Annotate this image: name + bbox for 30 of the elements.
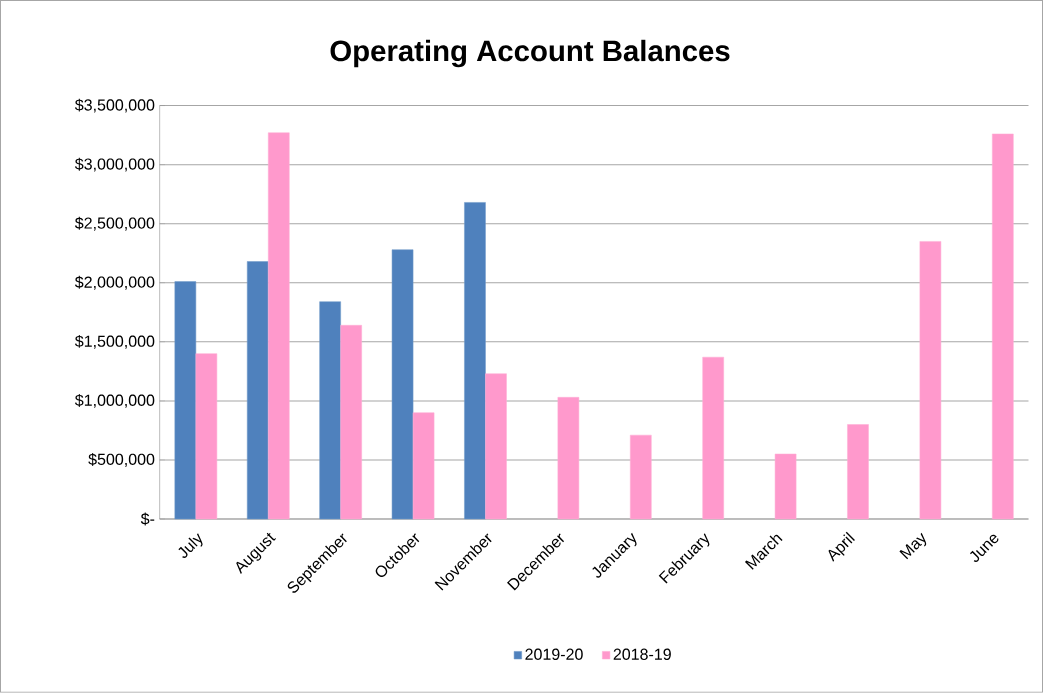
bar	[630, 435, 652, 520]
x-tick-label: July	[178, 533, 203, 559]
bar	[702, 357, 724, 520]
legend-label: 2018-19	[613, 648, 671, 661]
bar	[485, 373, 507, 520]
bar	[319, 301, 341, 520]
bar	[174, 281, 197, 520]
y-tick-label: $3,500,000	[74, 98, 155, 113]
bar	[992, 133, 1014, 520]
y-tick-label: $1,500,000	[74, 335, 155, 349]
bar	[246, 261, 269, 520]
y-tick-label: $-	[140, 512, 155, 526]
y-tick-label: $1,000,000	[74, 394, 155, 408]
y-tick-label: $3,000,000	[74, 157, 155, 172]
bar	[557, 397, 580, 520]
chart-title: Operating Account Balances	[330, 39, 730, 68]
bar	[847, 424, 869, 520]
bar	[267, 132, 290, 520]
y-tick-label: $2,000,000	[74, 275, 155, 290]
bar	[919, 241, 942, 520]
bar	[464, 202, 486, 520]
x-tick-label: May	[899, 533, 927, 560]
y-tick-label: $2,500,000	[74, 216, 155, 231]
legend-label: 2019-20	[525, 648, 583, 661]
bar	[195, 353, 218, 520]
bar	[391, 249, 414, 520]
bar	[774, 453, 797, 520]
bar	[340, 325, 362, 520]
y-tick-label: $500,000	[88, 453, 155, 468]
bar	[412, 412, 435, 520]
